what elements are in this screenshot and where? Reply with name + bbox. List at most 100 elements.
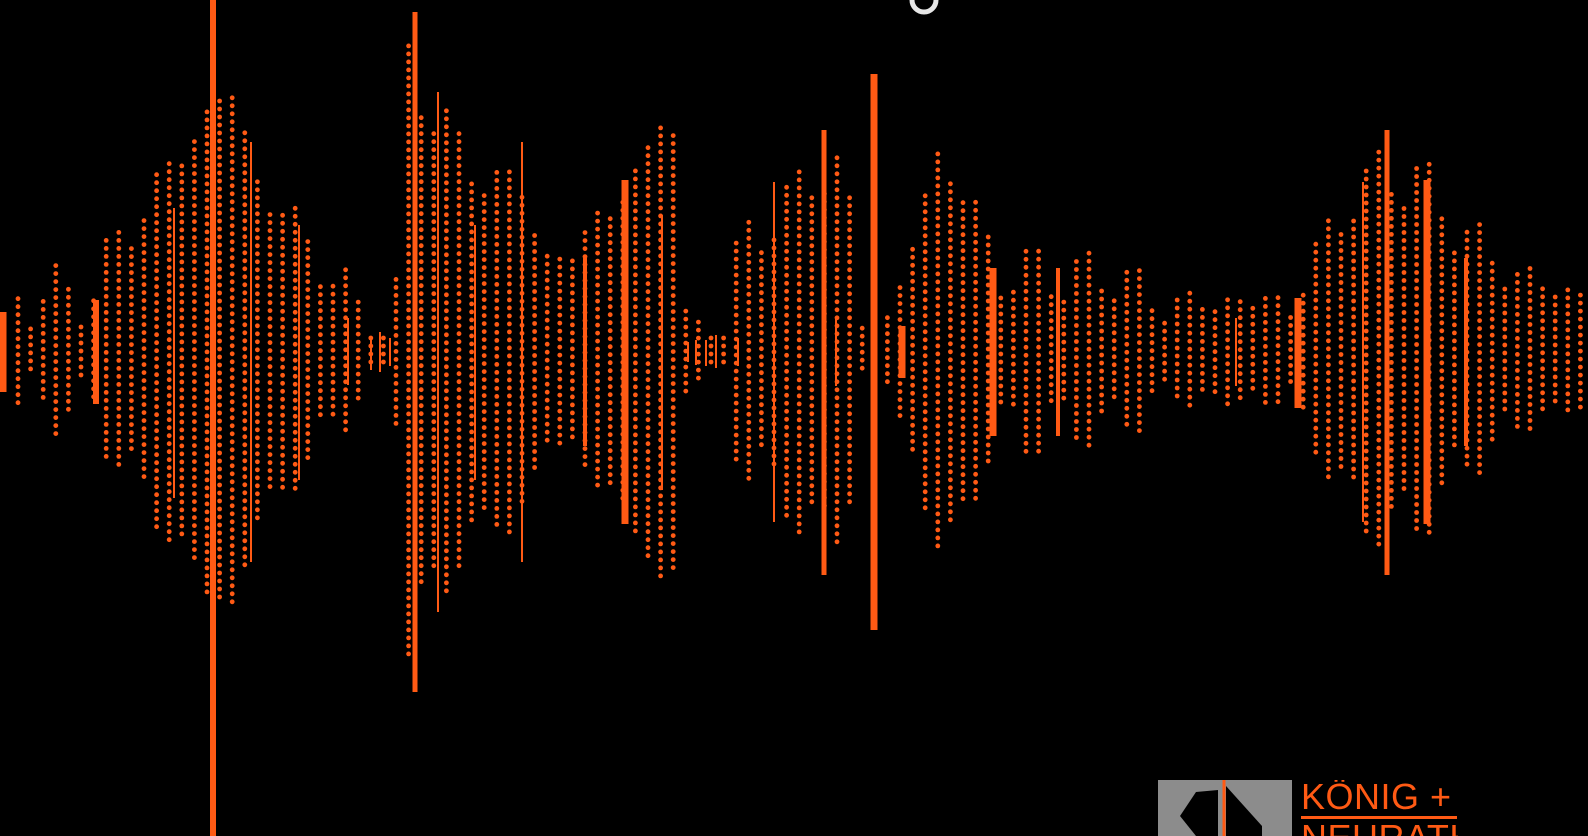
waveform-dot: [809, 347, 815, 353]
waveform-dot: [229, 247, 235, 253]
waveform-dot: [418, 419, 424, 425]
waveform-dot: [1414, 182, 1419, 187]
waveform-dot: [696, 343, 701, 349]
waveform-dot: [292, 381, 298, 387]
waveform-dot: [809, 315, 815, 321]
waveform-dot: [418, 531, 424, 537]
waveform-dot: [784, 480, 789, 486]
waveform-dot: [595, 266, 600, 272]
waveform-dot: [922, 433, 928, 439]
waveform-dot: [1414, 438, 1419, 443]
waveform-dot: [1313, 433, 1319, 439]
waveform-dot: [318, 308, 323, 314]
waveform-dot: [1540, 318, 1545, 324]
waveform-dot: [229, 431, 235, 437]
waveform-dot: [280, 396, 285, 402]
waveform-dot: [192, 211, 197, 217]
waveform-dot: [1363, 520, 1369, 526]
waveform-dot: [166, 209, 172, 215]
waveform-dot: [910, 366, 915, 372]
waveform-dot: [633, 200, 638, 206]
waveform-dot: [1363, 384, 1369, 390]
waveform-dot: [1162, 344, 1167, 350]
waveform-dot: [494, 226, 500, 231]
waveform-dot: [1048, 350, 1054, 356]
waveform-dot: [1376, 485, 1382, 491]
waveform-dot: [582, 462, 588, 467]
waveform-dot: [935, 191, 941, 197]
waveform-dot: [444, 108, 449, 114]
waveform-dot: [960, 496, 966, 502]
waveform-dot: [847, 211, 852, 217]
waveform-dot: [670, 453, 676, 458]
waveform-dot: [481, 417, 487, 422]
waveform-dot: [834, 499, 840, 505]
waveform-dot: [1275, 311, 1281, 317]
waveform-dot: [1351, 386, 1356, 392]
waveform-dot: [985, 394, 991, 400]
waveform-dot: [1036, 328, 1041, 334]
waveform-dot: [28, 334, 33, 340]
waveform-dot: [1552, 334, 1558, 340]
waveform-dot: [204, 485, 210, 491]
waveform-dot: [557, 280, 563, 286]
waveform-dot: [935, 399, 941, 405]
waveform-dot: [129, 270, 134, 275]
waveform-dot: [960, 368, 966, 374]
waveform-dot: [116, 390, 122, 395]
waveform-dot: [1326, 410, 1331, 416]
waveform-dot: [532, 313, 537, 318]
waveform-dot: [607, 424, 613, 430]
waveform-bar: [737, 338, 739, 366]
waveform-dot: [1489, 340, 1495, 346]
waveform-dot: [481, 465, 487, 470]
waveform-dot: [1124, 317, 1130, 323]
waveform-dot: [192, 267, 197, 272]
waveform-dot: [393, 325, 399, 330]
waveform-dot: [267, 316, 273, 321]
waveform-dot: [1263, 336, 1268, 341]
waveform-dot: [985, 250, 991, 256]
waveform-dot: [1326, 314, 1331, 320]
waveform-dot: [1036, 312, 1041, 318]
waveform-dot: [1439, 304, 1445, 310]
waveform-dot: [922, 409, 928, 415]
waveform-dot: [570, 282, 575, 288]
waveform-dot: [746, 347, 752, 353]
waveform-dot: [154, 308, 160, 314]
waveform-dot: [796, 289, 802, 295]
waveform-dot: [847, 451, 852, 457]
waveform-dot: [242, 266, 248, 272]
waveform-dot: [809, 307, 815, 313]
waveform-dot: [759, 410, 764, 416]
waveform-dot: [204, 517, 210, 523]
waveform-dot: [1187, 322, 1193, 328]
waveform-dot: [292, 365, 298, 371]
waveform-dot: [1338, 360, 1344, 365]
waveform-dot: [53, 351, 59, 356]
waveform-dot: [267, 252, 273, 257]
waveform-dot: [544, 325, 550, 331]
waveform-dot: [431, 267, 437, 273]
waveform-dot: [973, 351, 978, 357]
waveform-dot: [1225, 305, 1230, 311]
waveform-dot: [15, 320, 21, 326]
waveform-dot: [192, 491, 197, 496]
waveform-dot: [746, 315, 752, 321]
waveform-dot: [834, 435, 840, 441]
waveform-dot: [494, 506, 500, 511]
waveform-dot: [406, 515, 411, 521]
waveform-dot: [595, 226, 600, 232]
waveform-dot: [1099, 296, 1104, 302]
waveform-dot: [1149, 324, 1155, 330]
waveform-dot: [1414, 454, 1419, 459]
waveform-dot: [834, 475, 840, 481]
waveform-dot: [721, 359, 726, 365]
waveform-dot: [229, 255, 235, 261]
waveform-dot: [166, 289, 172, 295]
waveform-dot: [330, 323, 336, 329]
waveform-dot: [1351, 226, 1356, 232]
waveform-dot: [1439, 328, 1445, 334]
waveform-dot: [229, 391, 235, 397]
